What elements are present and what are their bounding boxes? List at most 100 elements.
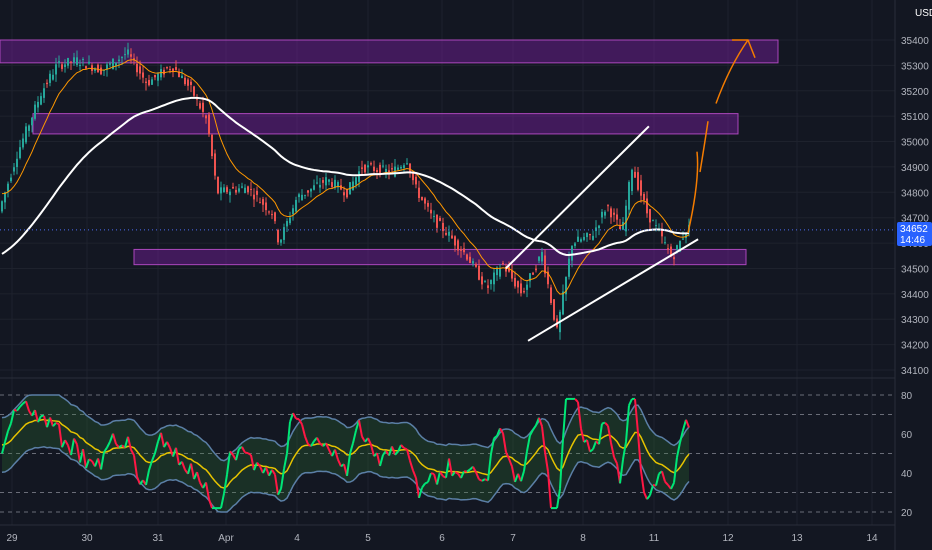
candle-body [157,73,159,81]
candle-body [283,227,285,240]
candle-body [352,181,354,191]
candle-body [379,164,381,176]
oscillator-fast-segment [298,418,303,425]
candle-body [40,96,42,105]
candle-body [346,188,348,198]
oscillator-tick-label: 60 [901,430,913,441]
candle-body [403,165,405,168]
candle-body [301,194,303,201]
candle-body [571,245,573,261]
candle-body [304,194,306,196]
oscillator-fast-segment [367,437,372,446]
oscillator-fast-segment [460,470,465,479]
ma-line [1,96,690,256]
candle-body [514,277,516,287]
oscillator-fast-segment [562,398,567,439]
candle-body [493,272,495,285]
oscillator-fast-segment [220,493,225,509]
oscillator-fast-segment [649,484,654,496]
candle-body [169,69,171,71]
candle-body [205,115,207,119]
candle-body [277,229,279,243]
oscillator-fast-segment [235,448,240,461]
candle-body [367,165,369,168]
candle-body [592,235,594,240]
oscillator-fast-segment [151,452,156,462]
candle-body [322,180,324,183]
oscillator-fast-segment [580,428,585,443]
candle-body [490,280,492,285]
candle-body [361,167,363,169]
oscillator-fast-segment [607,425,612,444]
oscillator-fast-segment [154,441,159,454]
oscillator-fast-segment [532,424,537,431]
candle-body [250,188,252,190]
time-tick-label: 13 [791,533,803,544]
oscillator-fast-segment [481,478,486,482]
oscillator-fast-segment [244,451,249,455]
oscillator-fast-segment [250,454,255,471]
oscillator-fast-segment [646,494,651,500]
oscillator-fast-segment [673,457,678,483]
oscillator-fast-segment [655,473,660,486]
candle-body [208,114,210,135]
candle-body [607,205,609,207]
candle-body [172,68,174,72]
oscillator-tick-label: 40 [901,469,913,480]
oscillator-fast-segment [523,451,528,472]
candle-body [22,138,24,148]
oscillator-fast-segment [223,474,228,494]
time-tick-label: 29 [6,533,18,544]
candle-body [256,190,258,195]
oscillator-fast-segment [64,439,69,446]
oscillator-fast-segment [412,470,417,479]
trendlines[interactable] [504,39,756,342]
candle-body [214,153,216,176]
oscillator-fast-segment [49,417,54,427]
candle-body [178,71,180,78]
candle-body [538,256,540,261]
oscillator-fast-segment [589,448,594,453]
candle-body [436,214,438,228]
oscillator-axis[interactable]: 80 60 40 20 [901,391,913,519]
price-tick-label: 35200 [901,87,929,98]
candle-body [391,168,393,170]
candle-body [76,57,78,65]
candle-body [49,73,51,83]
candle-body [130,54,132,57]
candle-body [562,291,564,315]
oscillator-fast-segment [556,488,561,509]
oscillator-fast-segment [61,439,66,448]
price-zone [32,113,739,135]
oscillator-fast-segment [508,458,513,467]
candle-body [406,163,408,165]
candle-body [325,177,327,186]
time-tick-label: 5 [365,533,371,544]
oscillator-fast-segment [526,435,531,452]
oscillator-fast-segment [181,461,186,471]
candle-body [505,268,507,272]
time-tick-label: 30 [81,533,93,544]
oscillator-fast-segment [559,438,564,489]
time-axis[interactable]: 29 30 31 Apr 4 5 6 7 8 11 12 13 14 [6,533,878,544]
candle-body [52,74,54,80]
oscillator-fast-segment [247,452,252,456]
oscillator-fast-segment [604,421,609,427]
candle-body [601,211,603,218]
oscillator-fast-segment [406,449,411,462]
oscillator-fast-segment [400,444,405,449]
candle-body [421,196,423,200]
candle-body [223,187,225,193]
candle-body [631,169,633,192]
candle-body [220,187,222,194]
oscillator-fast-segment [226,451,231,475]
oscillator-fast-segment [115,443,120,448]
oscillator-fast-segment [613,456,618,464]
projection-arrow [687,39,749,234]
candle-body [340,185,342,190]
candle-body [310,188,312,192]
oscillator-fast-segment [586,439,591,452]
candle-body [31,117,33,126]
